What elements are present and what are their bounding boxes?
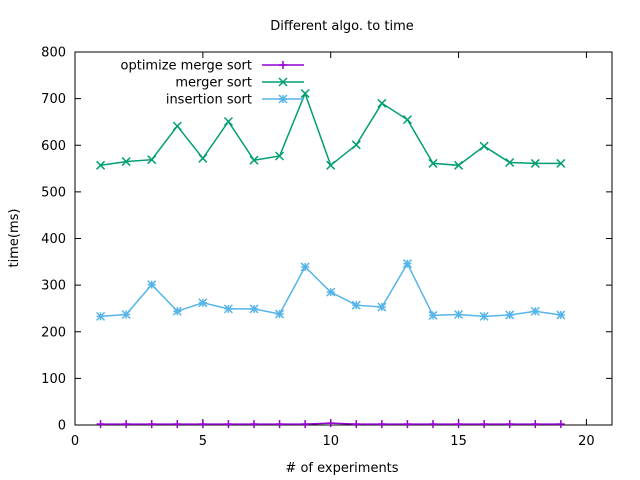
series-layer (96, 88, 566, 429)
legend-label: merger sort (175, 76, 252, 91)
axis-ticks: 0 100 200 300 400 500 600 700 800 0 5 10 15 20 (41, 46, 612, 449)
data-point (249, 304, 259, 314)
data-point (377, 420, 386, 429)
data-point (428, 158, 438, 168)
data-point (147, 280, 157, 290)
series-insertion-sort (96, 259, 566, 321)
legend-item: optimize merge sort (121, 59, 304, 74)
legend-label: optimize merge sort (121, 59, 252, 74)
y-tick-label: 700 (41, 92, 66, 107)
data-point (121, 157, 131, 167)
data-point (402, 115, 412, 125)
data-point (173, 420, 182, 429)
data-point (300, 262, 310, 272)
data-point (275, 309, 285, 319)
data-point (530, 158, 540, 168)
data-point (96, 160, 106, 170)
data-point (531, 420, 540, 429)
x-tick-label: 0 (71, 434, 79, 449)
y-tick-label: 300 (41, 279, 66, 294)
data-point (198, 153, 208, 163)
data-point (301, 420, 310, 429)
data-point (377, 302, 387, 312)
series-optimize-merge-sort (96, 419, 565, 429)
x-tick-label: 20 (578, 434, 595, 449)
legend: optimize merge sort merger sort insertion … (121, 59, 304, 108)
data-point (403, 420, 412, 429)
data-point (122, 420, 131, 429)
series-merger-sort (96, 88, 566, 170)
data-point (121, 309, 131, 320)
data-point (351, 300, 361, 310)
data-point (275, 420, 284, 429)
data-point (172, 121, 182, 131)
data-point (556, 158, 566, 168)
data-point (402, 259, 412, 269)
data-point (223, 304, 233, 314)
data-point (172, 306, 182, 316)
y-tick-label: 600 (41, 139, 66, 154)
data-point (198, 420, 207, 429)
data-point (278, 77, 288, 87)
x-tick-label: 5 (199, 434, 207, 449)
legend-item: insertion sort (166, 93, 304, 108)
data-point (505, 420, 514, 429)
data-point (275, 151, 285, 161)
data-point (223, 116, 233, 127)
x-tick-label: 10 (322, 434, 339, 449)
data-point (250, 420, 258, 429)
data-point (96, 311, 106, 321)
data-point (377, 98, 387, 108)
data-point (505, 157, 515, 168)
data-point (96, 420, 105, 429)
data-point (556, 310, 566, 320)
data-point (326, 287, 336, 297)
data-point (300, 88, 310, 99)
data-point (505, 310, 515, 320)
data-point (198, 298, 208, 308)
data-point (326, 419, 335, 428)
data-point (480, 420, 489, 429)
data-point (479, 311, 489, 321)
legend-label: insertion sort (166, 93, 252, 108)
data-point (279, 61, 287, 69)
legend-item: merger sort (175, 76, 304, 91)
data-point (454, 309, 464, 320)
data-point (454, 160, 464, 170)
data-point (352, 420, 361, 429)
x-tick-label: 15 (450, 434, 467, 449)
data-point (479, 141, 489, 151)
data-point (556, 420, 565, 429)
data-point (249, 155, 259, 165)
y-tick-label: 500 (41, 185, 66, 200)
data-point (428, 310, 438, 320)
x-axis-label: # of experiments (285, 461, 398, 476)
data-point (351, 140, 361, 150)
data-point (530, 306, 540, 316)
plot-frame (74, 51, 613, 426)
y-tick-label: 800 (41, 46, 66, 61)
data-point (147, 155, 157, 165)
y-axis-label: time(ms) (7, 209, 22, 268)
data-point (278, 94, 288, 104)
y-tick-label: 0 (58, 419, 66, 434)
data-point (429, 420, 437, 429)
data-point (147, 420, 156, 429)
data-point (326, 160, 336, 170)
data-point (224, 420, 233, 429)
y-tick-label: 400 (41, 232, 66, 247)
y-tick-label: 200 (41, 325, 66, 340)
y-tick-label: 100 (41, 372, 66, 387)
data-point (454, 420, 463, 429)
chart-title: Different algo. to time (270, 19, 413, 34)
